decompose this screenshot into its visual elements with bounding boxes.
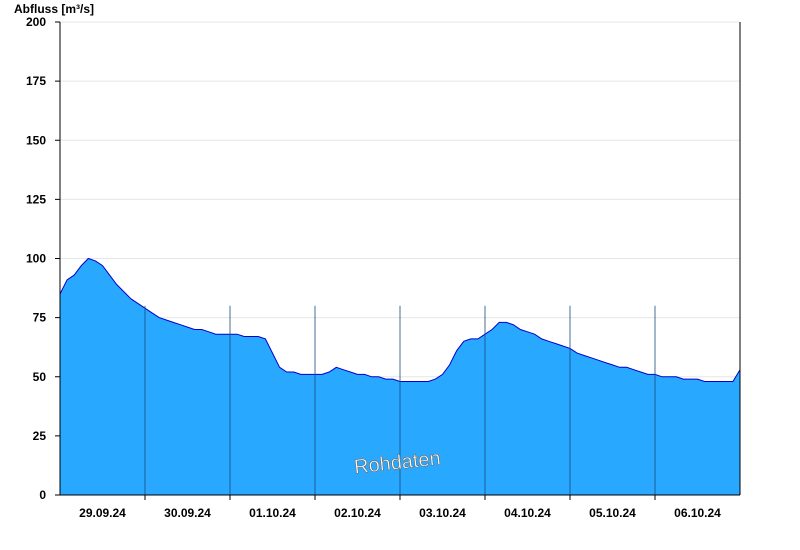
y-tick-label: 75	[33, 311, 47, 325]
x-tick-label: 06.10.24	[674, 506, 721, 520]
axes	[55, 21, 741, 500]
y-tick-label: 175	[26, 74, 46, 88]
day-separators	[144, 305, 656, 495]
y-tick-label: 25	[33, 429, 47, 443]
y-tick-label: 125	[26, 192, 46, 206]
x-tick-label: 29.09.24	[79, 506, 126, 520]
y-tick-label: 50	[33, 370, 47, 384]
y-tick-label: 100	[26, 252, 46, 266]
x-tick-label: 05.10.24	[589, 506, 636, 520]
x-tick-label: 30.09.24	[164, 506, 211, 520]
x-tick-label: 01.10.24	[249, 506, 296, 520]
y-tick-labels: 0 25 50 75 100 125 150 175 200	[26, 15, 46, 502]
x-tick-label: 02.10.24	[334, 506, 381, 520]
x-tick-label: 04.10.24	[504, 506, 551, 520]
x-tick-label: 03.10.24	[419, 506, 466, 520]
x-tick-labels: 29.09.24 30.09.24 01.10.24 02.10.24 03.10.24…	[79, 506, 721, 520]
y-tick-label: 150	[26, 133, 46, 147]
y-tick-label: 0	[39, 488, 46, 502]
y-axis-label: Abfluss [m³/s]	[14, 2, 94, 16]
y-tick-label: 200	[26, 15, 46, 29]
